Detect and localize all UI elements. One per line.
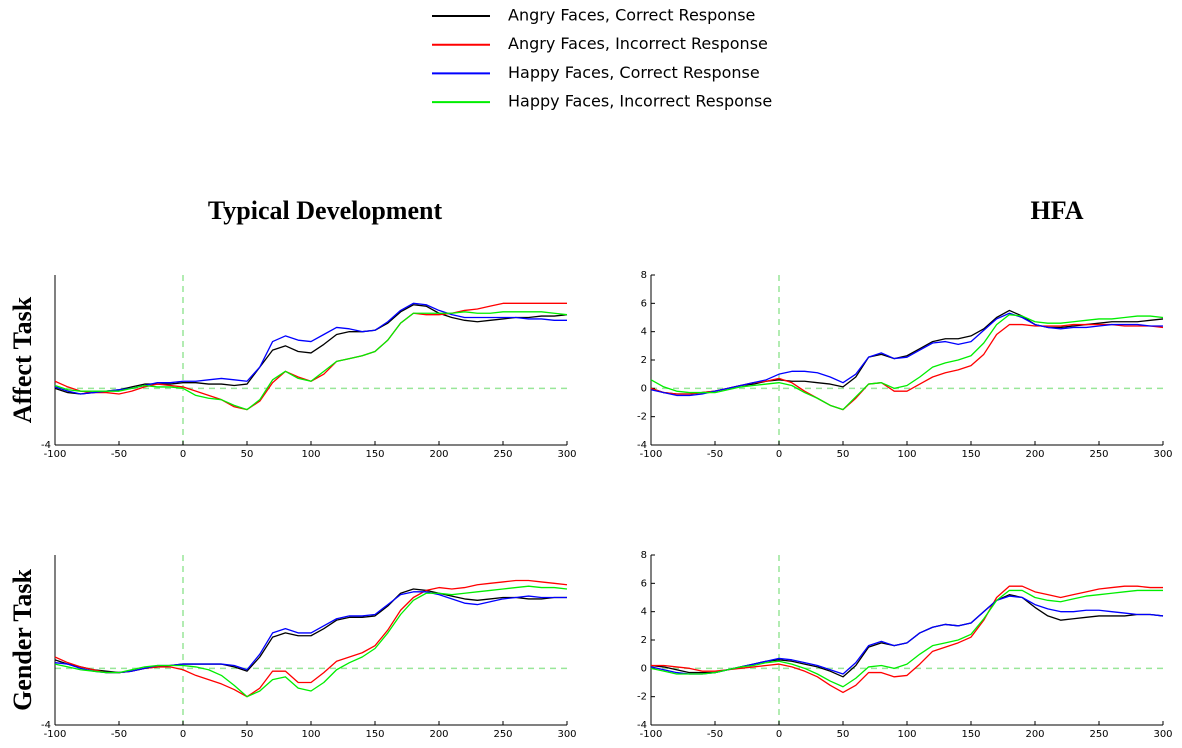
x-tick-label: 100 bbox=[301, 729, 320, 740]
series-line bbox=[54, 302, 567, 411]
x-tick-label: 250 bbox=[493, 729, 512, 740]
x-tick-label: 100 bbox=[897, 729, 916, 740]
y-tick-label: 4 bbox=[641, 327, 647, 338]
x-tick-label: 300 bbox=[557, 449, 576, 460]
y-tick-label: 6 bbox=[641, 578, 647, 589]
x-tick-label: 200 bbox=[1025, 449, 1044, 460]
x-tick-label: 300 bbox=[1153, 449, 1172, 460]
x-tick-label: 0 bbox=[180, 729, 186, 740]
column-title: HFA bbox=[1031, 196, 1084, 225]
x-tick-label: -50 bbox=[111, 729, 127, 740]
y-tick-label: -2 bbox=[637, 692, 647, 703]
x-tick-label: 50 bbox=[837, 729, 850, 740]
series-line bbox=[54, 585, 568, 698]
x-tick-label: -100 bbox=[640, 729, 663, 740]
x-tick-label: 100 bbox=[301, 449, 320, 460]
x-tick-label: 100 bbox=[897, 449, 916, 460]
x-tick-label: -50 bbox=[111, 449, 127, 460]
series-line bbox=[54, 311, 568, 411]
y-tick-label: 6 bbox=[641, 298, 647, 309]
x-tick-label: 50 bbox=[241, 729, 254, 740]
y-tick-label: -4 bbox=[637, 440, 647, 451]
series-line bbox=[650, 595, 1164, 675]
y-tick-label: 8 bbox=[641, 270, 647, 281]
column-title: Typical Development bbox=[208, 196, 443, 225]
x-tick-label: 0 bbox=[776, 729, 782, 740]
x-tick-label: 300 bbox=[557, 729, 576, 740]
legend-label: Happy Faces, Correct Response bbox=[508, 63, 760, 82]
y-tick-label: 2 bbox=[641, 635, 647, 646]
legend-label: Angry Faces, Correct Response bbox=[508, 6, 755, 25]
y-tick-label: 0 bbox=[641, 663, 647, 674]
x-tick-label: -100 bbox=[640, 449, 663, 460]
x-tick-label: 0 bbox=[776, 449, 782, 460]
series-line bbox=[650, 309, 1164, 395]
series-line bbox=[650, 314, 1164, 411]
x-tick-label: 50 bbox=[837, 449, 850, 460]
row-label: Affect Task bbox=[8, 296, 37, 423]
x-tick-label: 300 bbox=[1153, 729, 1172, 740]
y-tick-label: 2 bbox=[641, 355, 647, 366]
x-tick-label: 250 bbox=[493, 449, 512, 460]
x-tick-label: -50 bbox=[707, 449, 723, 460]
legend-label: Angry Faces, Incorrect Response bbox=[508, 34, 768, 53]
series-line bbox=[54, 304, 568, 395]
x-tick-label: -100 bbox=[44, 729, 67, 740]
x-tick-label: 250 bbox=[1089, 449, 1108, 460]
x-tick-label: 250 bbox=[1089, 729, 1108, 740]
y-tick-label: 8 bbox=[641, 550, 647, 561]
x-tick-label: 50 bbox=[241, 449, 254, 460]
y-tick-label: -4 bbox=[41, 720, 51, 731]
x-tick-label: 150 bbox=[961, 729, 980, 740]
x-tick-label: 200 bbox=[1025, 729, 1044, 740]
y-tick-label: -4 bbox=[41, 440, 51, 451]
series-line bbox=[54, 302, 567, 395]
x-tick-label: 150 bbox=[365, 449, 384, 460]
row-label: Gender Task bbox=[8, 569, 37, 711]
legend-label: Happy Faces, Incorrect Response bbox=[508, 92, 772, 111]
series-line bbox=[54, 579, 568, 698]
series-line bbox=[650, 312, 1163, 397]
series-line bbox=[54, 591, 567, 674]
x-tick-label: 200 bbox=[429, 449, 448, 460]
x-tick-label: -50 bbox=[707, 729, 723, 740]
y-tick-label: -4 bbox=[637, 720, 647, 731]
x-tick-label: 150 bbox=[365, 729, 384, 740]
y-tick-label: 4 bbox=[641, 607, 647, 618]
series-line bbox=[650, 589, 1163, 688]
series-line bbox=[651, 585, 1163, 694]
x-tick-label: 200 bbox=[429, 729, 448, 740]
x-tick-label: 0 bbox=[180, 449, 186, 460]
series-line bbox=[650, 323, 1164, 411]
x-tick-label: 150 bbox=[961, 449, 980, 460]
x-tick-label: -100 bbox=[44, 449, 67, 460]
y-tick-label: -2 bbox=[637, 412, 647, 423]
y-tick-label: 0 bbox=[641, 383, 647, 394]
